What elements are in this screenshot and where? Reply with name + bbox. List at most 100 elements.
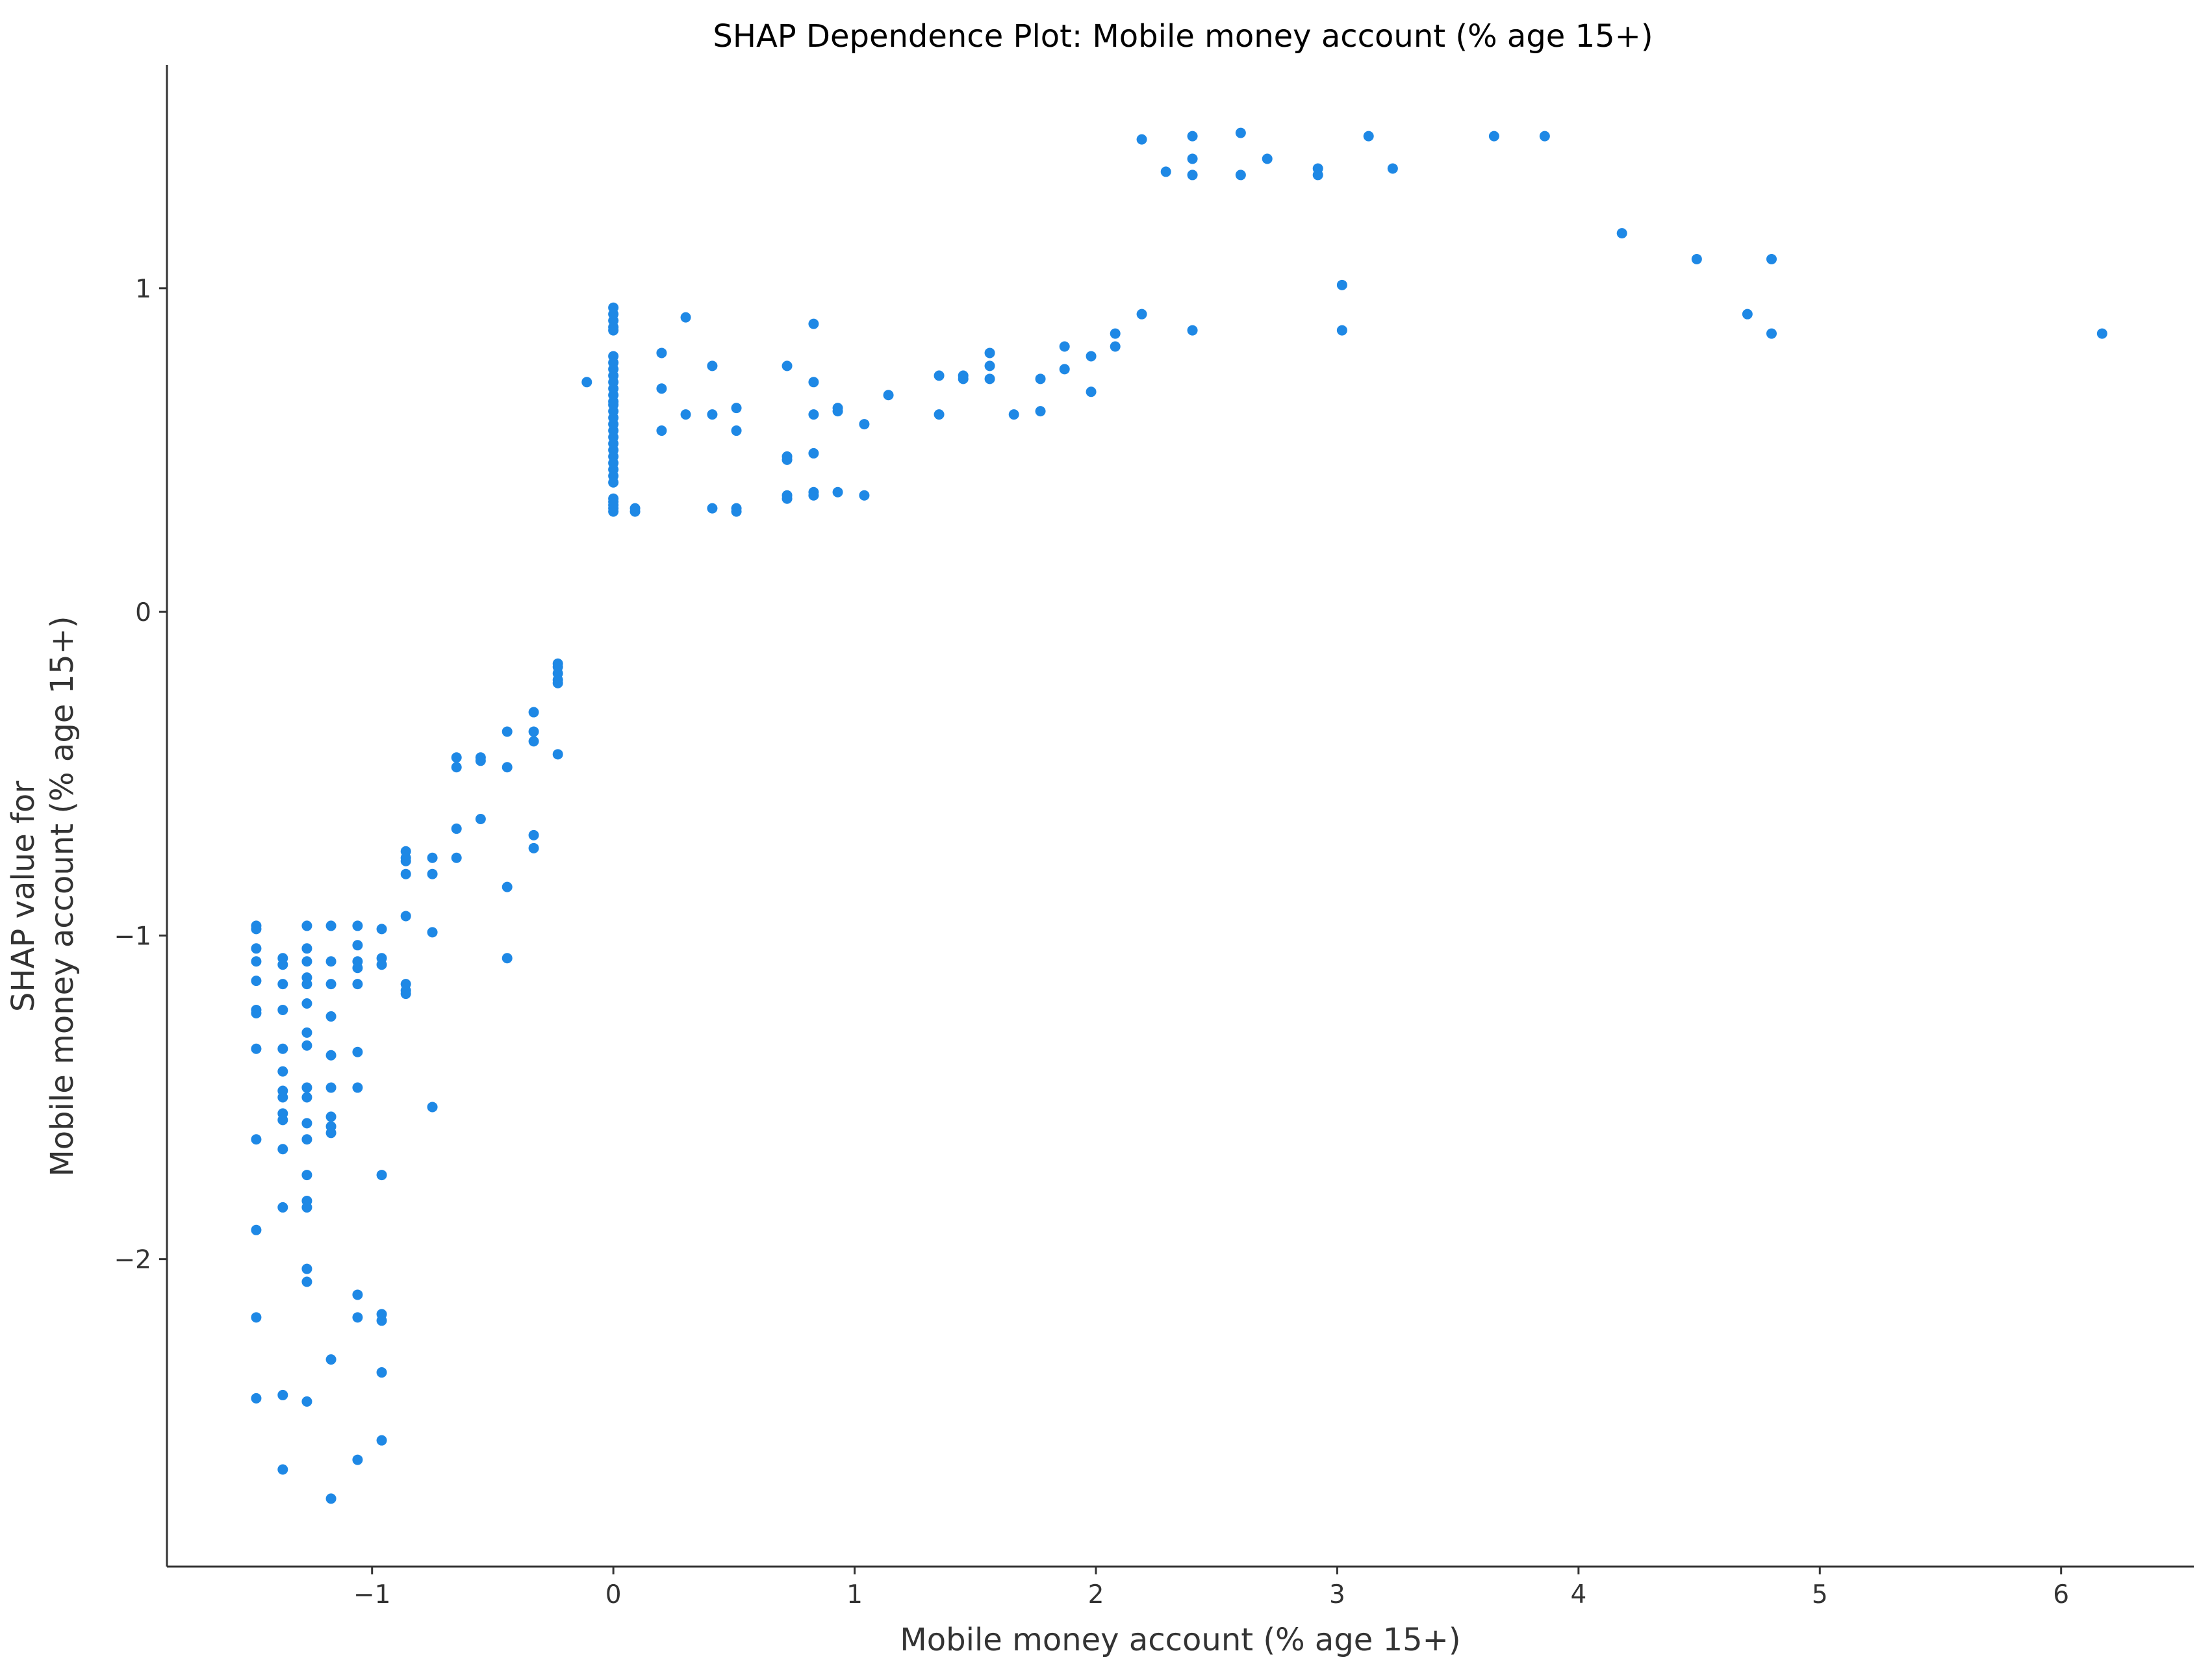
data-point xyxy=(1262,153,1273,164)
data-points xyxy=(251,127,2107,1504)
data-point xyxy=(427,1102,438,1113)
data-point xyxy=(301,1040,312,1051)
data-point xyxy=(1488,131,1499,142)
data-point xyxy=(934,409,945,420)
data-point xyxy=(277,1464,288,1475)
data-point xyxy=(301,1170,312,1181)
data-point xyxy=(301,998,312,1009)
data-point xyxy=(325,920,337,931)
data-point xyxy=(1110,341,1121,352)
data-point xyxy=(808,318,819,329)
data-point xyxy=(251,976,262,987)
data-point xyxy=(301,979,312,990)
data-point xyxy=(1742,309,1753,320)
data-point xyxy=(1187,170,1198,181)
data-point xyxy=(277,1066,288,1077)
data-point xyxy=(301,1134,312,1145)
data-point xyxy=(251,924,262,935)
data-point xyxy=(1136,134,1147,145)
x-tick-label: 3 xyxy=(1329,1580,1345,1609)
data-point xyxy=(376,959,387,970)
data-point xyxy=(1766,328,1777,339)
data-point xyxy=(984,373,995,385)
data-point xyxy=(782,493,793,504)
y-tick-label: −1 xyxy=(114,922,152,951)
data-point xyxy=(832,406,843,417)
data-point xyxy=(808,448,819,459)
x-tick-label: 1 xyxy=(846,1580,863,1609)
data-point xyxy=(1110,328,1121,339)
data-point xyxy=(1336,325,1347,336)
data-point xyxy=(376,1367,387,1378)
data-point xyxy=(1035,373,1046,385)
data-point xyxy=(251,1312,262,1323)
data-point xyxy=(475,813,486,824)
data-point xyxy=(731,506,742,517)
data-point xyxy=(608,477,619,488)
data-point xyxy=(656,383,667,394)
data-point xyxy=(277,979,288,990)
data-point xyxy=(251,1043,262,1054)
data-point xyxy=(782,360,793,372)
x-tick-label: 5 xyxy=(1812,1580,1828,1609)
data-point xyxy=(352,940,363,951)
data-point xyxy=(984,347,995,359)
data-point xyxy=(325,1050,337,1061)
data-point xyxy=(1086,386,1097,397)
data-point xyxy=(883,390,894,401)
data-point xyxy=(376,1435,387,1446)
data-point xyxy=(707,360,718,372)
y-tick-label: 1 xyxy=(135,275,151,304)
data-point xyxy=(451,752,462,763)
data-point xyxy=(277,1389,288,1400)
data-point xyxy=(1336,279,1347,290)
data-point xyxy=(629,506,641,517)
data-point xyxy=(451,823,462,834)
x-tick-label: 6 xyxy=(2053,1580,2069,1609)
data-point xyxy=(301,1027,312,1038)
data-point xyxy=(475,755,486,766)
data-point xyxy=(277,1004,288,1015)
data-point xyxy=(427,868,438,879)
data-point xyxy=(400,868,411,879)
data-point xyxy=(1235,127,1246,138)
data-point xyxy=(325,1011,337,1022)
y-tick-label: 0 xyxy=(135,598,151,627)
data-point xyxy=(528,829,539,840)
data-point xyxy=(1160,166,1171,177)
data-point xyxy=(1312,170,1323,181)
data-point xyxy=(707,503,718,514)
data-point xyxy=(251,956,262,967)
data-point xyxy=(400,911,411,922)
data-point xyxy=(1616,228,1627,239)
data-point xyxy=(958,373,969,385)
data-point xyxy=(528,736,539,747)
data-point xyxy=(301,1082,312,1093)
data-point xyxy=(251,943,262,954)
data-point xyxy=(707,409,718,420)
data-point xyxy=(984,360,995,372)
data-point xyxy=(2096,328,2107,339)
y-axis-label-line-1: SHAP value for xyxy=(5,781,42,1012)
data-point xyxy=(451,852,462,863)
data-point xyxy=(251,1007,262,1018)
data-point xyxy=(656,425,667,436)
chart-title: SHAP Dependence Plot: Mobile money accou… xyxy=(713,18,1653,55)
data-point xyxy=(1235,170,1246,181)
y-ticks: 1 0 −1 −2 xyxy=(114,275,167,1275)
data-point xyxy=(1691,253,1702,264)
data-point xyxy=(301,920,312,931)
data-point xyxy=(352,1312,363,1323)
data-point xyxy=(1136,309,1147,320)
data-point xyxy=(451,762,462,773)
data-point xyxy=(301,1396,312,1407)
data-point xyxy=(1035,406,1046,417)
data-point xyxy=(325,1082,337,1093)
data-point xyxy=(251,1224,262,1235)
data-point xyxy=(934,370,945,381)
data-point xyxy=(376,1170,387,1181)
data-point xyxy=(859,490,870,501)
data-point xyxy=(277,1202,288,1213)
data-point xyxy=(502,953,513,964)
data-point xyxy=(656,347,667,359)
